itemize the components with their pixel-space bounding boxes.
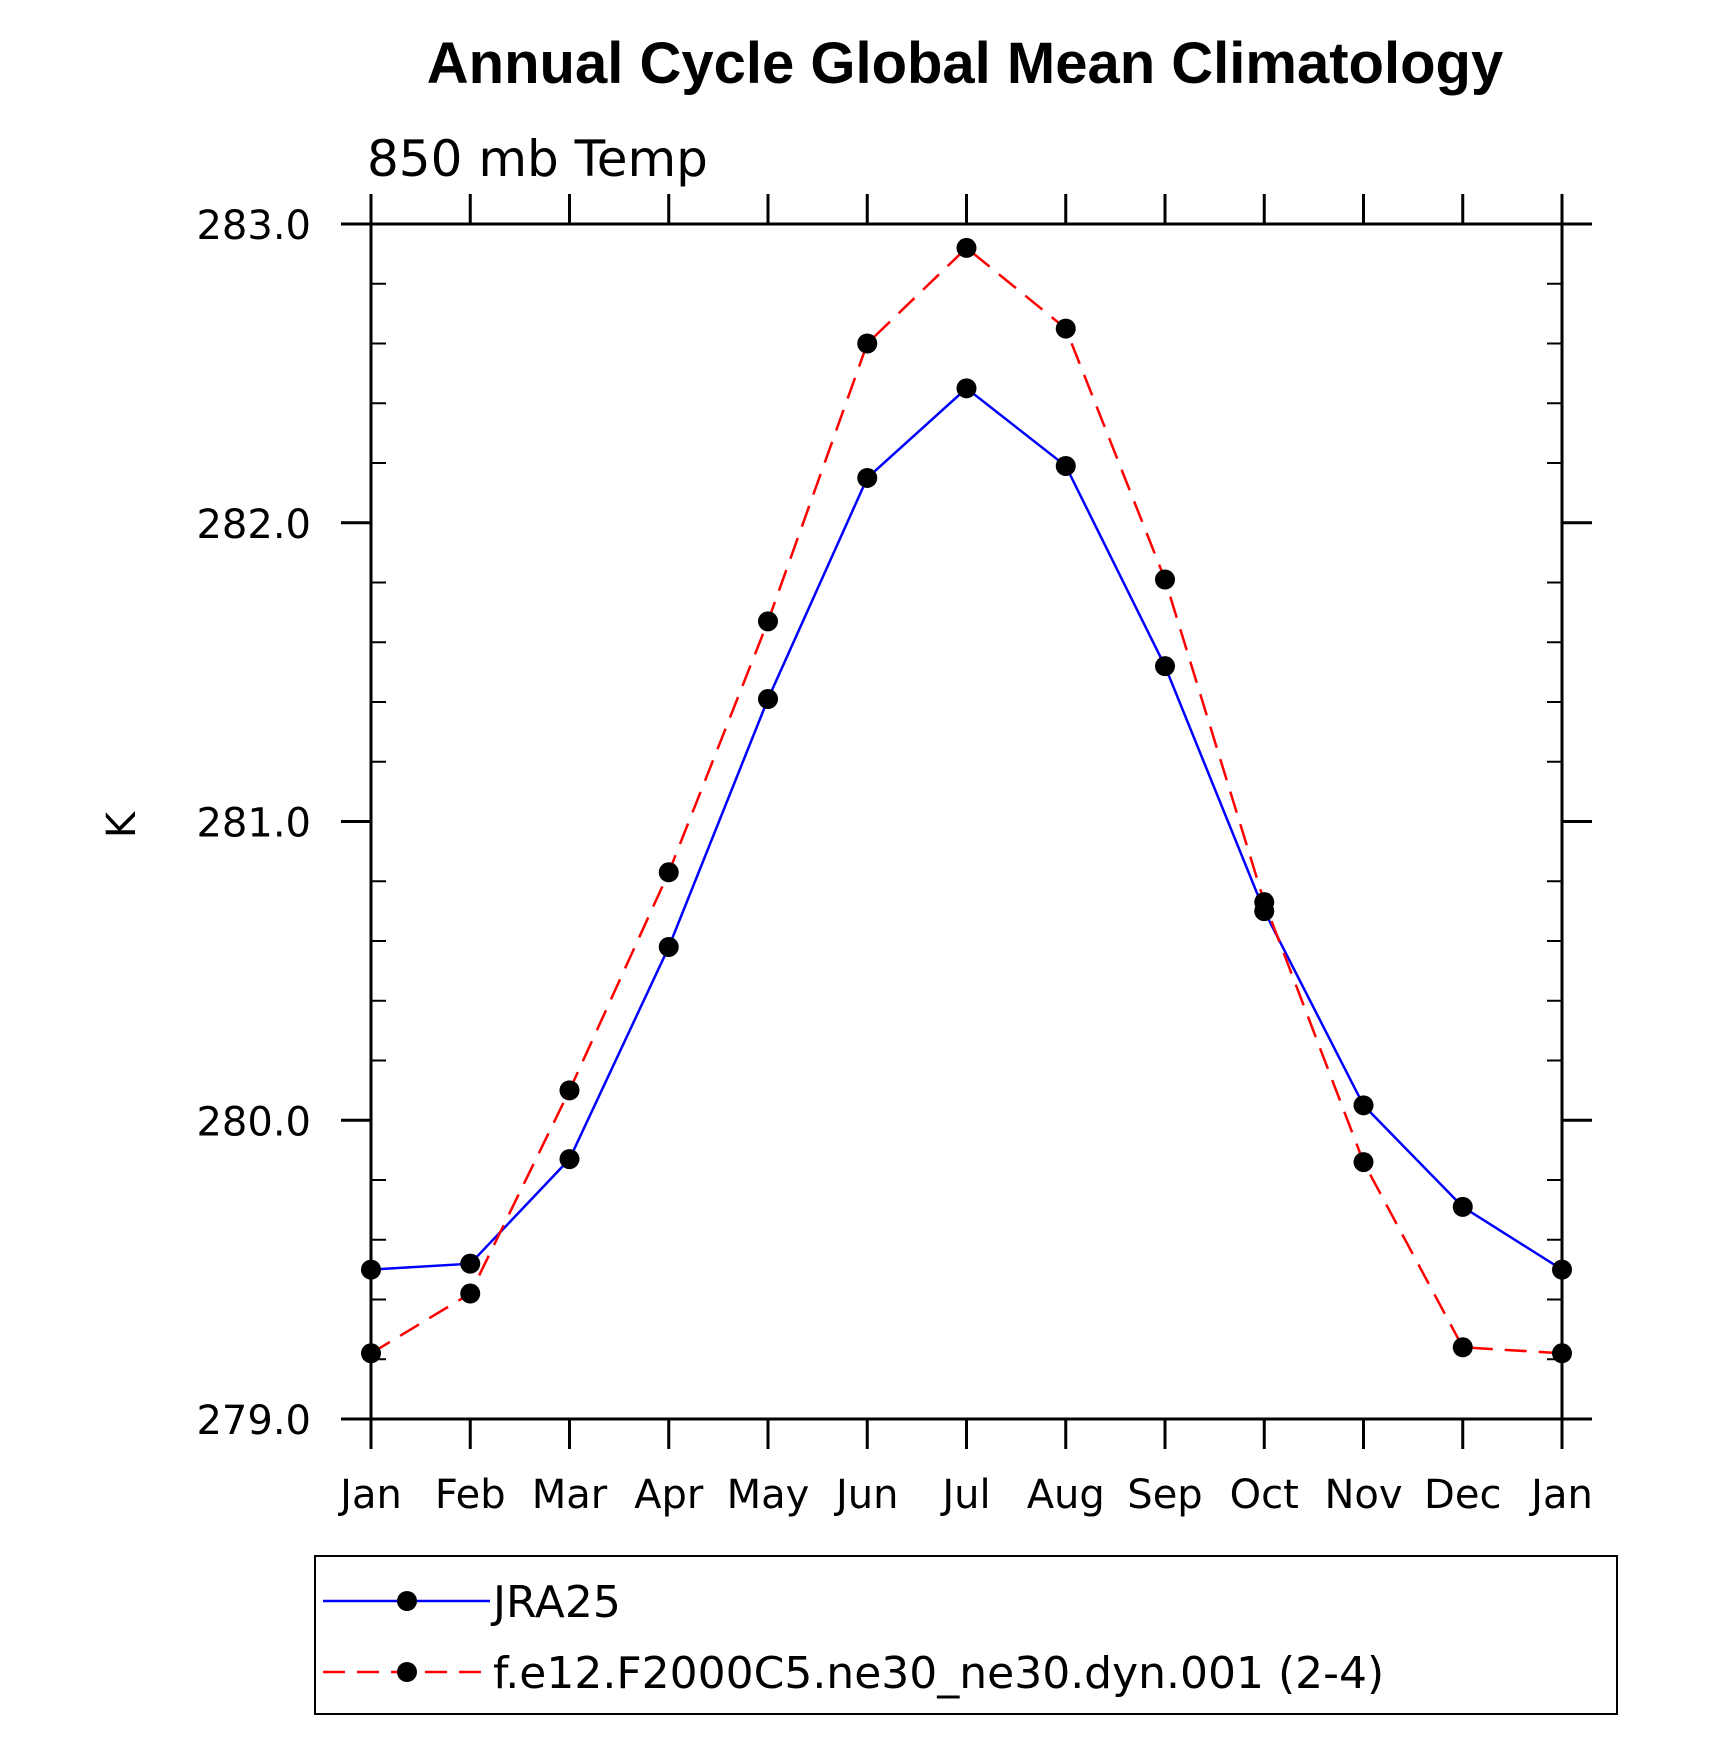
data-point-series-2: [1353, 1152, 1374, 1173]
data-point-series-1: [758, 689, 778, 710]
data-point-series-2: [658, 862, 679, 883]
y-tick-label: 280.0: [196, 1099, 311, 1145]
x-tick-labels: Jan Feb Mar Apr May Jun Jul Aug Sep Oct Nov Dec Jan: [337, 1472, 1593, 1518]
data-point-series-2: [758, 611, 778, 632]
legend-label-1: JRA25: [490, 1577, 621, 1628]
x-tick-label: Dec: [1424, 1472, 1501, 1518]
data-point-series-2: [1055, 318, 1076, 339]
series-line-1: [370, 386, 1563, 1271]
data-point-series-1: [857, 467, 878, 488]
y-tick-label: 283.0: [196, 203, 311, 249]
series-line-2: [370, 246, 1563, 1355]
data-point-series-2: [1155, 569, 1175, 590]
x-tick-label: May: [727, 1472, 810, 1518]
data-point-series-2: [1254, 892, 1275, 913]
x-tick-label: Apr: [634, 1472, 704, 1518]
legend-marker-2: [397, 1662, 417, 1682]
data-point-series-2: [956, 237, 977, 258]
legend: JRA25 f.e12.F2000C5.ne30_ne30.dyn.001 (2…: [314, 1555, 1618, 1715]
x-tick-label: Oct: [1230, 1472, 1299, 1518]
x-tick-label: Sep: [1127, 1472, 1202, 1518]
data-point-series-1: [1055, 455, 1076, 476]
series-layer: [361, 237, 1572, 1364]
data-point-series-2: [460, 1283, 481, 1304]
x-tick-label: Aug: [1027, 1472, 1105, 1518]
x-tick-label: Jan: [337, 1472, 402, 1518]
data-point-series-2: [1552, 1343, 1572, 1364]
data-point-series-1: [658, 936, 679, 957]
legend-marker-1: [397, 1591, 417, 1611]
data-point-series-1: [1452, 1196, 1473, 1217]
legend-label-2: f.e12.F2000C5.ne30_ne30.dyn.001 (2-4): [493, 1648, 1384, 1699]
y-axis-label: K: [99, 810, 145, 838]
data-point-series-2: [1452, 1337, 1473, 1358]
axis-ticks: [341, 194, 1592, 1449]
data-point-series-2: [857, 333, 878, 354]
y-tick-labels: 279.0 280.0 281.0 282.0 283.0: [196, 203, 311, 1444]
y-tick-label: 282.0: [196, 502, 311, 548]
y-tick-label: 281.0: [196, 801, 311, 847]
data-point-series-1: [559, 1149, 580, 1170]
y-tick-label: 279.0: [196, 1398, 311, 1444]
chart-title: Annual Cycle Global Mean Climatology: [427, 31, 1503, 96]
data-point-series-1: [1552, 1259, 1572, 1280]
data-point-series-2: [559, 1080, 580, 1101]
data-point-series-2: [361, 1343, 381, 1364]
data-point-series-1: [361, 1259, 381, 1280]
data-point-series-1: [460, 1253, 481, 1274]
legend-box: [314, 1555, 1618, 1715]
x-tick-label: Feb: [435, 1472, 506, 1518]
data-point-series-1: [1155, 656, 1175, 677]
chart-subtitle: 850 mb Temp: [367, 130, 708, 188]
data-point-series-1: [1353, 1095, 1374, 1116]
x-tick-label: Jan: [1528, 1472, 1593, 1518]
legend-entry-1: JRA25: [323, 1577, 621, 1628]
x-tick-label: Jun: [833, 1472, 899, 1518]
x-tick-label: Nov: [1324, 1472, 1402, 1518]
plot-frame: [369, 222, 1564, 1421]
x-tick-label: Mar: [532, 1472, 608, 1518]
x-tick-label: Jul: [939, 1472, 990, 1518]
legend-entry-2: f.e12.F2000C5.ne30_ne30.dyn.001 (2-4): [323, 1648, 1384, 1699]
data-point-series-1: [956, 378, 977, 399]
